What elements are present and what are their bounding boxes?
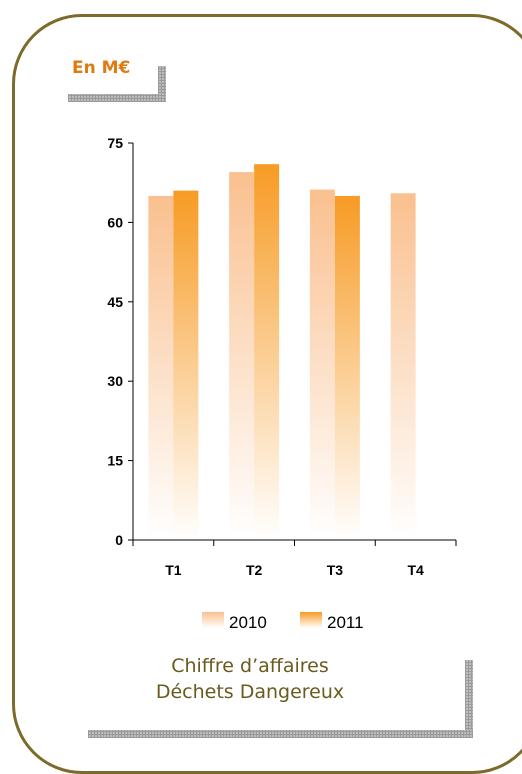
y-tick-label: 60 — [107, 214, 123, 230]
y-tick-label: 75 — [107, 135, 123, 151]
legend-label-2011: 2011 — [327, 613, 364, 632]
bar-2010-T3 — [309, 189, 335, 540]
caption-side-decoration — [465, 660, 473, 738]
bar-2010-T2 — [229, 172, 255, 540]
unit-label-side-decoration — [158, 66, 166, 102]
bar-chart: 0 15 30 45 60 75 T1 T2 T3 T4 2010 2011 — [107, 135, 457, 632]
caption-line-2: Déchets Dangereux — [155, 681, 345, 703]
bar-2010-T4 — [390, 193, 416, 540]
caption-line-1: Chiffre d’affaires — [171, 655, 329, 677]
bar-2011-T2 — [254, 164, 280, 540]
y-tick-label: 15 — [107, 453, 123, 469]
legend-swatch-2010 — [202, 612, 224, 628]
bar-2010-T1 — [148, 195, 174, 540]
y-tick-label: 45 — [107, 294, 123, 310]
legend-swatch-2011 — [300, 612, 322, 628]
x-tick-label: T3 — [327, 562, 344, 578]
bar-2011-T3 — [334, 195, 360, 540]
chart-caption: Chiffre d’affaires Déchets Dangereux — [120, 653, 380, 705]
unit-label: En M€ — [72, 58, 131, 78]
legend-label-2010: 2010 — [229, 613, 267, 632]
y-tick-label: 30 — [107, 373, 123, 389]
x-tick-label: T4 — [407, 562, 424, 578]
y-tick-label: 0 — [115, 532, 123, 548]
x-tick-label: T2 — [246, 562, 263, 578]
unit-label-underline-decoration — [68, 94, 164, 102]
bar-2011-T1 — [173, 190, 199, 540]
caption-underline-decoration — [88, 730, 473, 738]
x-tick-label: T1 — [165, 562, 182, 578]
